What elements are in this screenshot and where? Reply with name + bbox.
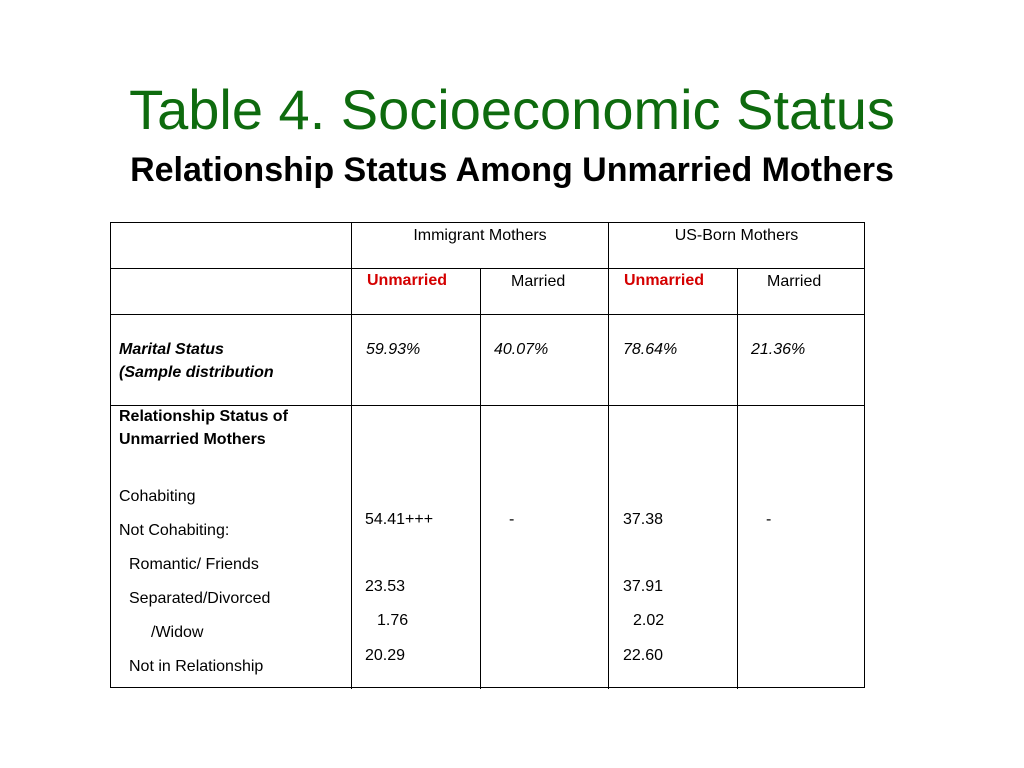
header-usborn-mothers: US-Born Mothers <box>674 227 799 244</box>
data-table: Immigrant Mothers US-Born Mothers Unmarr… <box>110 222 865 689</box>
table-row-divider <box>111 314 864 315</box>
usborn-unmarried-romantic: 37.91 <box>623 578 664 595</box>
usborn-married-dash: - <box>766 511 772 528</box>
marital-immigrant-unmarried: 59.93% <box>366 341 421 358</box>
marital-status-label: Marital Status <box>119 341 224 358</box>
label-separated-divorced: Separated/Divorced <box>129 590 271 607</box>
table-row-divider <box>111 268 864 269</box>
label-not-cohabiting: Not Cohabiting: <box>119 522 230 539</box>
subheader-immigrant-married: Married <box>511 273 566 290</box>
table-row-divider <box>111 405 864 406</box>
immigrant-unmarried-romantic: 23.53 <box>365 578 406 595</box>
label-romantic-friends: Romantic/ Friends <box>129 556 259 573</box>
label-cohabiting: Cohabiting <box>119 488 196 505</box>
label-not-in-relationship: Not in Relationship <box>129 658 264 675</box>
immigrant-unmarried-cohabiting: 54.41+++ <box>365 511 434 528</box>
slide-title: Table 4. Socioeconomic Status <box>129 78 895 141</box>
relationship-heading: Relationship Status of <box>119 408 288 425</box>
table-col-divider <box>480 268 481 689</box>
marital-usborn-unmarried: 78.64% <box>623 341 678 358</box>
immigrant-unmarried-separated: 1.76 <box>377 612 409 629</box>
immigrant-married-dash: - <box>509 511 515 528</box>
slide-subtitle: Relationship Status Among Unmarried Moth… <box>130 151 894 189</box>
table-col-divider <box>608 223 609 689</box>
table-col-divider <box>737 268 738 689</box>
usborn-unmarried-not-in-relationship: 22.60 <box>623 647 664 664</box>
subheader-usborn-unmarried: Unmarried <box>624 272 705 289</box>
usborn-unmarried-cohabiting: 37.38 <box>623 511 664 528</box>
header-immigrant-mothers: Immigrant Mothers <box>413 227 547 244</box>
subheader-usborn-married: Married <box>767 273 822 290</box>
relationship-subheading: Unmarried Mothers <box>119 431 266 448</box>
table-col-divider <box>351 223 352 689</box>
usborn-unmarried-separated: 2.02 <box>633 612 665 629</box>
marital-status-sublabel: (Sample distribution <box>119 364 274 381</box>
marital-immigrant-married: 40.07% <box>494 341 549 358</box>
label-widow: /Widow <box>151 624 204 641</box>
subheader-immigrant-unmarried: Unmarried <box>367 272 448 289</box>
immigrant-unmarried-not-in-relationship: 20.29 <box>365 647 406 664</box>
marital-usborn-married: 21.36% <box>751 341 806 358</box>
